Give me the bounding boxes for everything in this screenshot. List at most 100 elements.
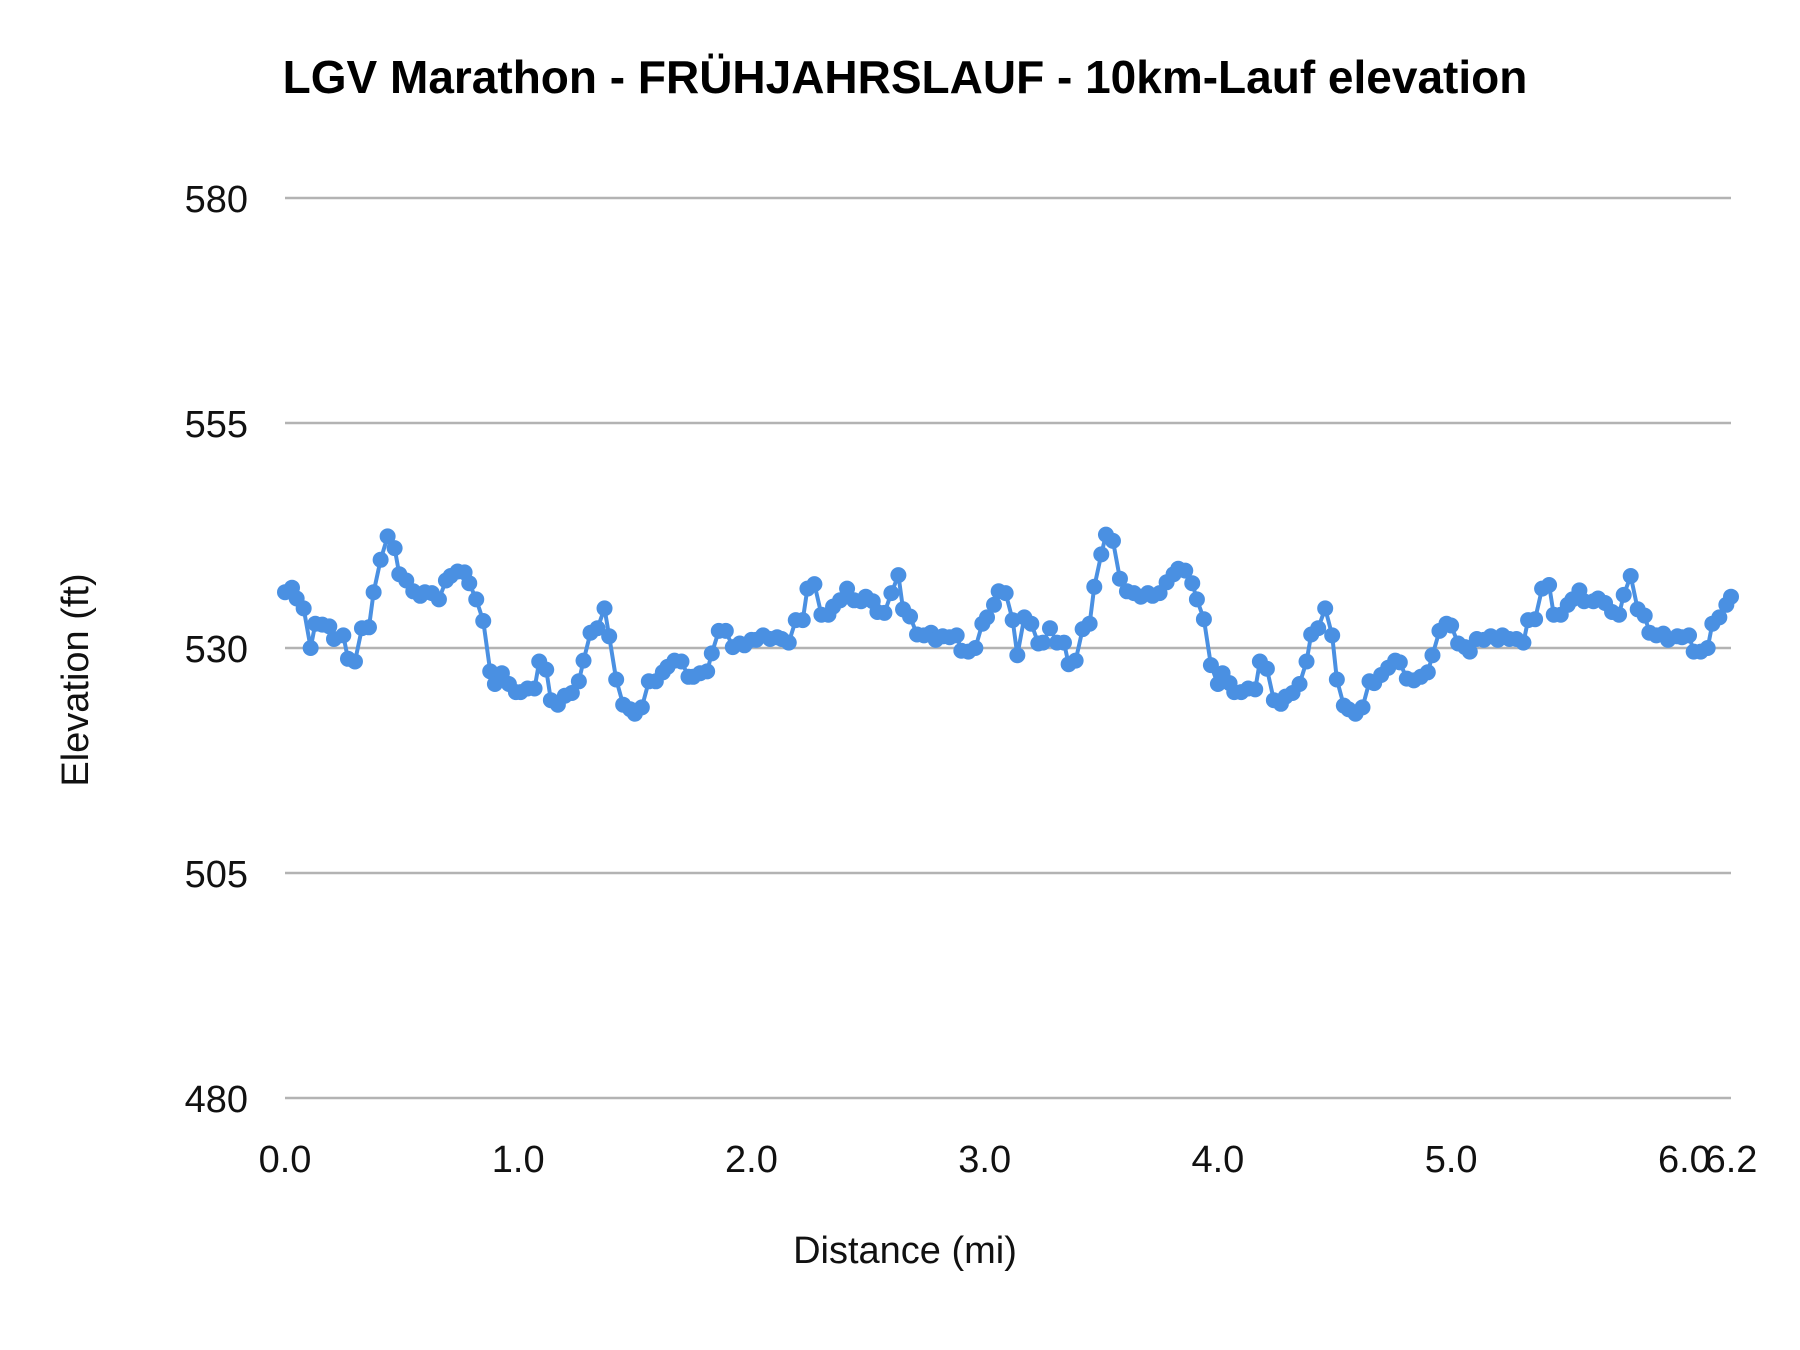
data-point [1023,615,1040,632]
data-point [346,653,363,670]
x-axis-label: Distance (mi) [793,1230,1017,1272]
x-tick-label: 6.2 [1705,1139,1758,1181]
data-point [360,619,377,636]
data-point [1527,611,1544,628]
series-elevation [277,526,1739,722]
data-point [1622,568,1639,584]
data-point [365,584,382,601]
data-point [1711,609,1728,626]
data-point [997,585,1014,602]
data-point [1615,586,1632,603]
data-point [839,580,856,597]
data-point [302,640,319,656]
data-point [1009,647,1026,664]
data-point [1041,620,1058,637]
data-point [1291,676,1308,692]
data-point [1419,664,1436,681]
x-tick-label: 1.0 [492,1139,545,1181]
data-point [1258,660,1275,677]
y-tick-label: 480 [185,1079,248,1121]
x-axis-ticks: 0.0 1.0 2.0 3.0 4.0 5.0 6.06.2 [259,1139,1758,1181]
data-point [673,653,690,670]
data-point [1177,562,1194,579]
data-point [1034,634,1051,651]
data-point [703,645,720,662]
data-point [717,622,734,639]
data-point [1067,652,1084,669]
gridlines [285,196,1731,1100]
data-point [1324,627,1341,644]
data-point [379,528,396,545]
data-point [563,685,580,701]
y-axis-label: Elevation (ft) [55,573,97,786]
data-point [538,661,555,678]
data-point [1681,627,1698,644]
data-point [1081,615,1098,632]
data-point [633,699,650,716]
data-point [1317,600,1334,617]
data-point [1055,634,1072,651]
data-point [967,640,984,656]
x-tick-label: 2.0 [725,1139,778,1181]
y-tick-label: 555 [185,404,248,446]
data-point [475,613,492,629]
data-point [1328,671,1345,688]
data-point [1699,640,1716,656]
data-point [372,551,389,568]
data-point [386,540,403,557]
data-point [461,575,478,592]
y-tick-label: 530 [185,629,248,671]
x-tick-label: 5.0 [1425,1139,1478,1181]
x-tick-label: 6.0 [1658,1139,1711,1181]
data-point [1636,607,1653,624]
data-point [321,618,338,635]
data-point [1515,634,1532,651]
data-point [986,596,1003,613]
data-point [1354,699,1371,716]
data-point [902,608,919,625]
data-point [468,591,485,608]
data-point [575,652,592,669]
data-point [589,620,606,637]
data-point [1247,681,1264,698]
data-point [1184,575,1201,592]
data-point [832,592,849,609]
data-point [601,628,618,645]
data-point [794,612,811,629]
data-point [596,600,613,617]
data-point [1188,591,1205,608]
data-point [780,634,797,651]
data-point [526,680,543,697]
data-point [1461,643,1478,660]
data-point [570,673,587,690]
data-point [1611,606,1628,623]
x-tick-label: 0.0 [259,1139,312,1181]
data-point [1195,611,1212,628]
chart-title: LGV Marathon - FRÜHJAHRSLAUF - 10km-Lauf… [283,51,1528,103]
data-point [1723,588,1739,605]
data-point [699,663,716,680]
y-axis-ticks: 580 555 530 505 480 [185,179,248,1121]
x-tick-label: 3.0 [958,1139,1011,1181]
data-point [890,567,907,584]
data-point [295,600,312,617]
data-point [608,671,625,688]
data-point [335,627,352,644]
data-point [948,627,965,644]
data-point [1424,647,1441,664]
data-point [1202,657,1219,674]
data-point [1541,577,1558,593]
data-point [430,591,447,608]
x-tick-label: 4.0 [1191,1139,1244,1181]
data-point [806,576,823,593]
data-point [876,604,893,621]
data-point [1093,546,1110,563]
data-point [1104,532,1121,549]
data-point [883,585,900,602]
data-point [1111,570,1128,587]
data-point [1298,653,1315,670]
data-point [1310,620,1327,637]
data-point [1443,617,1460,634]
data-point [1086,578,1103,595]
